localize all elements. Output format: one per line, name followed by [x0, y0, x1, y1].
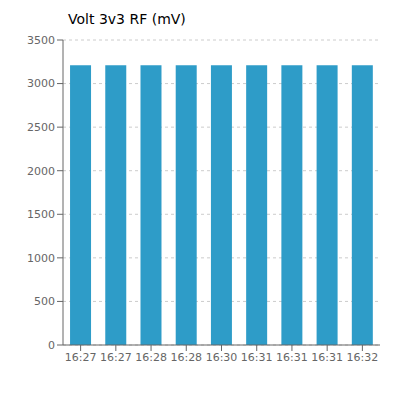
svg-text:500: 500 — [34, 295, 55, 308]
svg-text:16:27: 16:27 — [65, 351, 97, 364]
svg-text:2000: 2000 — [27, 165, 55, 178]
svg-text:2500: 2500 — [27, 121, 55, 134]
svg-text:16:27: 16:27 — [100, 351, 132, 364]
svg-text:1000: 1000 — [27, 252, 55, 265]
svg-text:3500: 3500 — [27, 34, 55, 47]
svg-text:1500: 1500 — [27, 208, 55, 221]
svg-text:16:31: 16:31 — [276, 351, 308, 364]
svg-text:16:28: 16:28 — [135, 351, 167, 364]
svg-text:16:32: 16:32 — [347, 351, 379, 364]
svg-text:16:31: 16:31 — [241, 351, 273, 364]
svg-text:16:28: 16:28 — [170, 351, 202, 364]
html-text:Volt 3v3 RF (mV): Volt 3v3 RF (mV) — [68, 11, 186, 27]
svg-text:3000: 3000 — [27, 77, 55, 90]
svg-text:16:31: 16:31 — [311, 351, 343, 364]
svg-text:0: 0 — [48, 339, 55, 352]
svg-text:16:30: 16:30 — [206, 351, 238, 364]
